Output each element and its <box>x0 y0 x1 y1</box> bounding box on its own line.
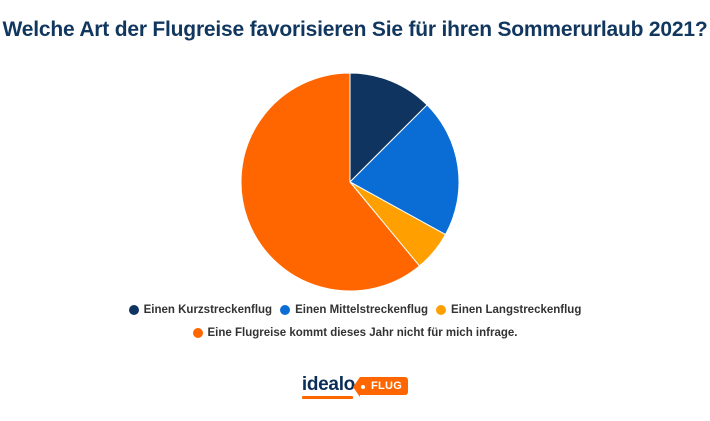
legend-dot-no-flight <box>192 328 203 338</box>
legend-item-long-haul: Einen Langstreckenflug <box>436 304 581 316</box>
legend-dot-short-haul <box>128 305 139 315</box>
logo-tag-icon: FLUG <box>352 377 409 397</box>
legend-label-short-haul: Einen Kurzstreckenflug <box>143 304 273 316</box>
legend-item-short-haul: Einen Kurzstreckenflug <box>128 304 273 316</box>
legend-item-no-flight: Eine Flugreise kommt dieses Jahr nicht f… <box>192 327 518 339</box>
pie-slice-medium-haul <box>349 104 460 236</box>
legend-row-1: Einen Kurzstreckenflug Einen Mittelstrec… <box>0 304 710 316</box>
legend-label-no-flight: Eine Flugreise kommt dieses Jahr nicht f… <box>207 327 518 339</box>
legend-label-long-haul: Einen Langstreckenflug <box>451 304 582 316</box>
idealo-flug-logo: idealo FLUG <box>0 374 710 399</box>
chart-title: Welche Art der Flugreise favorisieren Si… <box>2 18 708 41</box>
pie-slice-no-flight <box>240 72 421 292</box>
legend-dot-medium-haul <box>280 305 291 315</box>
logo-wordmark: idealo <box>301 374 355 399</box>
pie-slice-short-haul <box>349 72 428 184</box>
legend-item-medium-haul: Einen Mittelstreckenflug <box>280 304 428 316</box>
legend-dot-long-haul <box>436 305 446 315</box>
legend-label-medium-haul: Einen Mittelstreckenflug <box>295 304 428 316</box>
legend-row-2: Eine Flugreise kommt dieses Jahr nicht f… <box>0 327 710 339</box>
